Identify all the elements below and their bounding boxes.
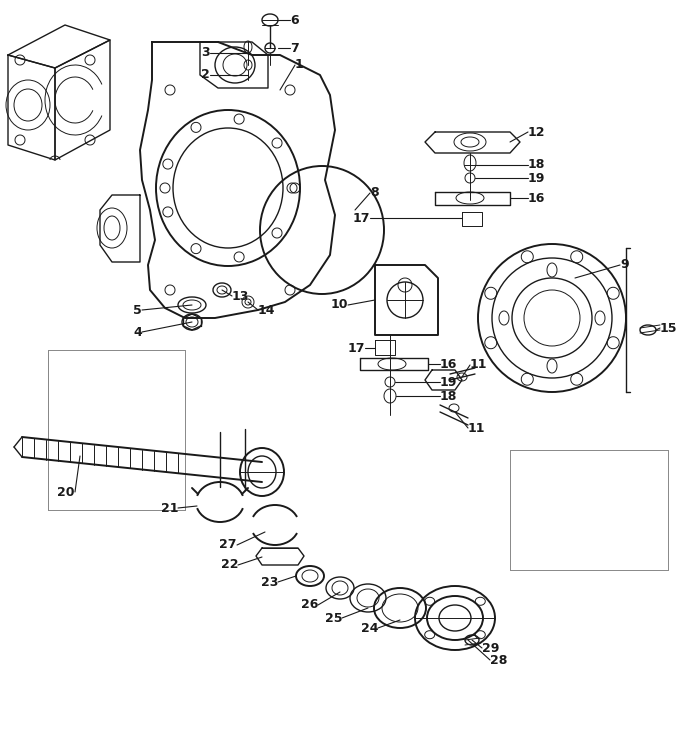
- Text: 13: 13: [232, 290, 250, 302]
- Text: 17: 17: [348, 342, 365, 355]
- Text: 16: 16: [528, 191, 545, 204]
- Text: 29: 29: [482, 642, 499, 655]
- Text: 7: 7: [290, 42, 298, 55]
- Text: 19: 19: [528, 172, 545, 185]
- Text: 3: 3: [202, 47, 210, 60]
- Text: 18: 18: [528, 158, 545, 172]
- Text: 24: 24: [361, 621, 378, 634]
- Text: 23: 23: [261, 575, 278, 588]
- Text: 16: 16: [440, 358, 458, 371]
- Text: 11: 11: [470, 358, 488, 372]
- Text: 15: 15: [660, 321, 678, 334]
- Text: 8: 8: [370, 186, 379, 199]
- Text: 26: 26: [300, 599, 318, 612]
- Text: 20: 20: [58, 485, 75, 499]
- Text: 2: 2: [201, 69, 210, 82]
- Text: 27: 27: [220, 539, 237, 551]
- Text: 5: 5: [133, 304, 142, 317]
- Text: 6: 6: [290, 13, 298, 26]
- Text: 19: 19: [440, 375, 458, 388]
- Text: 9: 9: [620, 258, 628, 272]
- Text: 14: 14: [258, 304, 276, 317]
- Text: 11: 11: [468, 421, 486, 434]
- Text: 17: 17: [353, 212, 370, 225]
- Text: 22: 22: [220, 558, 238, 572]
- Text: 1: 1: [295, 58, 304, 72]
- Text: 10: 10: [331, 299, 348, 312]
- Text: 25: 25: [324, 612, 342, 624]
- Text: 12: 12: [528, 126, 545, 139]
- Text: 28: 28: [490, 653, 508, 666]
- Text: 4: 4: [133, 326, 142, 339]
- Text: 18: 18: [440, 390, 458, 402]
- Text: 21: 21: [161, 502, 178, 515]
